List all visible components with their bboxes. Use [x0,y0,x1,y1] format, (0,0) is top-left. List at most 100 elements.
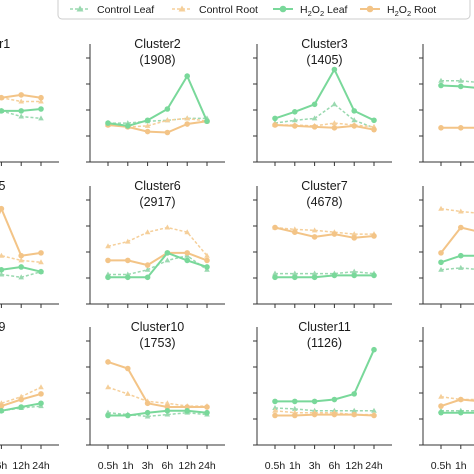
point-h2o2-root [204,257,210,264]
point-h2o2-root [438,125,444,131]
panel-count: 99) [0,53,1,67]
series-line-h2o2-leaf [440,84,474,89]
point-h2o2-root [371,126,377,133]
panel-axes [0,303,59,305]
panel-title: Cluster10 [131,320,185,334]
series-line-h2o2-leaf [275,349,375,403]
point-h2o2-leaf [38,400,44,407]
point-control-root [38,259,44,265]
panel-title: Cluster2 [134,37,181,51]
point-h2o2-leaf [331,272,338,279]
legend-h2o2-root-sub2: 2 [407,9,411,18]
x-tick-label: 3h [309,460,321,472]
legend-item-h2o2-leaf: H2O2 Leaf [273,4,348,18]
legend-h2o2-root-sub1: 2 [395,9,399,18]
point-h2o2-leaf [0,108,5,114]
point-h2o2-leaf [311,274,318,281]
point-control-root [18,98,24,104]
point-h2o2-leaf [144,409,151,416]
legend-h2o2-leaf-suffix: Leaf [324,4,347,16]
point-h2o2-root [272,122,278,128]
point-control-leaf [272,404,278,410]
x-tick-label: 3h [142,460,154,472]
series-line-control-leaf [274,103,375,129]
x-tick-label: 1h [289,460,301,472]
point-control-root [164,117,171,123]
point-h2o2-root [458,125,464,131]
point-h2o2-root [38,250,44,256]
series-line-control-root [440,395,474,401]
point-control-root [125,238,131,244]
x-tick-label: 24h [198,460,216,472]
panel-axes [0,444,59,446]
panel-count: (1126) [307,336,342,350]
legend-h2o2-leaf-h: H [300,4,308,16]
point-h2o2-root [351,411,358,418]
point-control-leaf [351,268,357,274]
point-h2o2-leaf [184,73,190,79]
point-h2o2-leaf [18,108,25,114]
point-h2o2-root [0,94,5,101]
panel-cluster4 [419,44,474,166]
point-h2o2-root [272,412,278,419]
point-h2o2-root [125,257,131,264]
point-h2o2-root [144,262,151,268]
series-line-control-leaf [0,405,42,412]
point-h2o2-leaf [144,274,151,281]
series-line-h2o2-leaf [0,402,42,412]
panel-title: Cluster6 [134,179,181,193]
legend-label-h2o2-root: H2O2 Root [387,4,436,18]
panel-cluster10: Cluster10 (1753) 0.5h 1h 3h 6h 12h 24h [86,320,225,472]
point-control-leaf [438,77,444,83]
point-control-root [204,252,210,258]
point-h2o2-root [18,396,25,403]
point-h2o2-leaf [38,106,44,112]
series-line-h2o2-root [108,251,208,267]
point-h2o2-leaf [331,396,338,403]
point-control-root [184,229,190,235]
legend-h2o2-leaf-sub2: 2 [320,9,324,18]
point-h2o2-root [0,403,5,409]
series-line-h2o2-leaf [274,68,375,122]
point-control-root [38,98,44,104]
point-control-root [351,231,357,237]
x-tick-label: 1h [122,460,134,472]
point-h2o2-root [105,359,111,365]
point-control-leaf [18,274,24,280]
legend-marker-h2o2-root [366,5,374,13]
series-line-h2o2-leaf [107,75,208,127]
series-line-h2o2-leaf [440,254,474,264]
point-h2o2-root [0,205,5,212]
point-control-leaf [351,407,357,413]
point-control-root [331,120,338,126]
point-h2o2-root [292,229,298,235]
x-tick-label: 12h [178,460,196,472]
point-h2o2-leaf [371,272,377,279]
point-h2o2-leaf [292,398,298,405]
point-h2o2-leaf [125,274,131,281]
legend-item-control-leaf: Control Leaf [70,4,154,16]
point-h2o2-leaf [204,409,210,416]
point-h2o2-leaf [125,412,131,419]
legend-frame [57,0,471,20]
panel-title: ster5 [0,179,5,193]
point-h2o2-leaf [371,346,377,353]
point-control-root [311,227,318,233]
point-h2o2-root [458,224,464,231]
point-h2o2-leaf [105,120,111,126]
panel-title: ster9 [0,320,5,334]
point-h2o2-root [438,250,444,256]
point-h2o2-leaf [458,252,464,259]
point-control-leaf [351,117,357,123]
point-control-leaf [18,113,24,119]
point-h2o2-leaf [292,109,298,115]
point-control-root [0,252,5,258]
point-control-leaf [292,405,298,411]
point-h2o2-leaf [184,408,190,414]
point-h2o2-root [38,391,44,397]
legend-item-control-root: Control Root [172,4,258,16]
point-h2o2-root [311,234,318,240]
panel-cluster7: Cluster7 (4678) [253,179,392,308]
series-line-control-leaf [441,80,474,83]
